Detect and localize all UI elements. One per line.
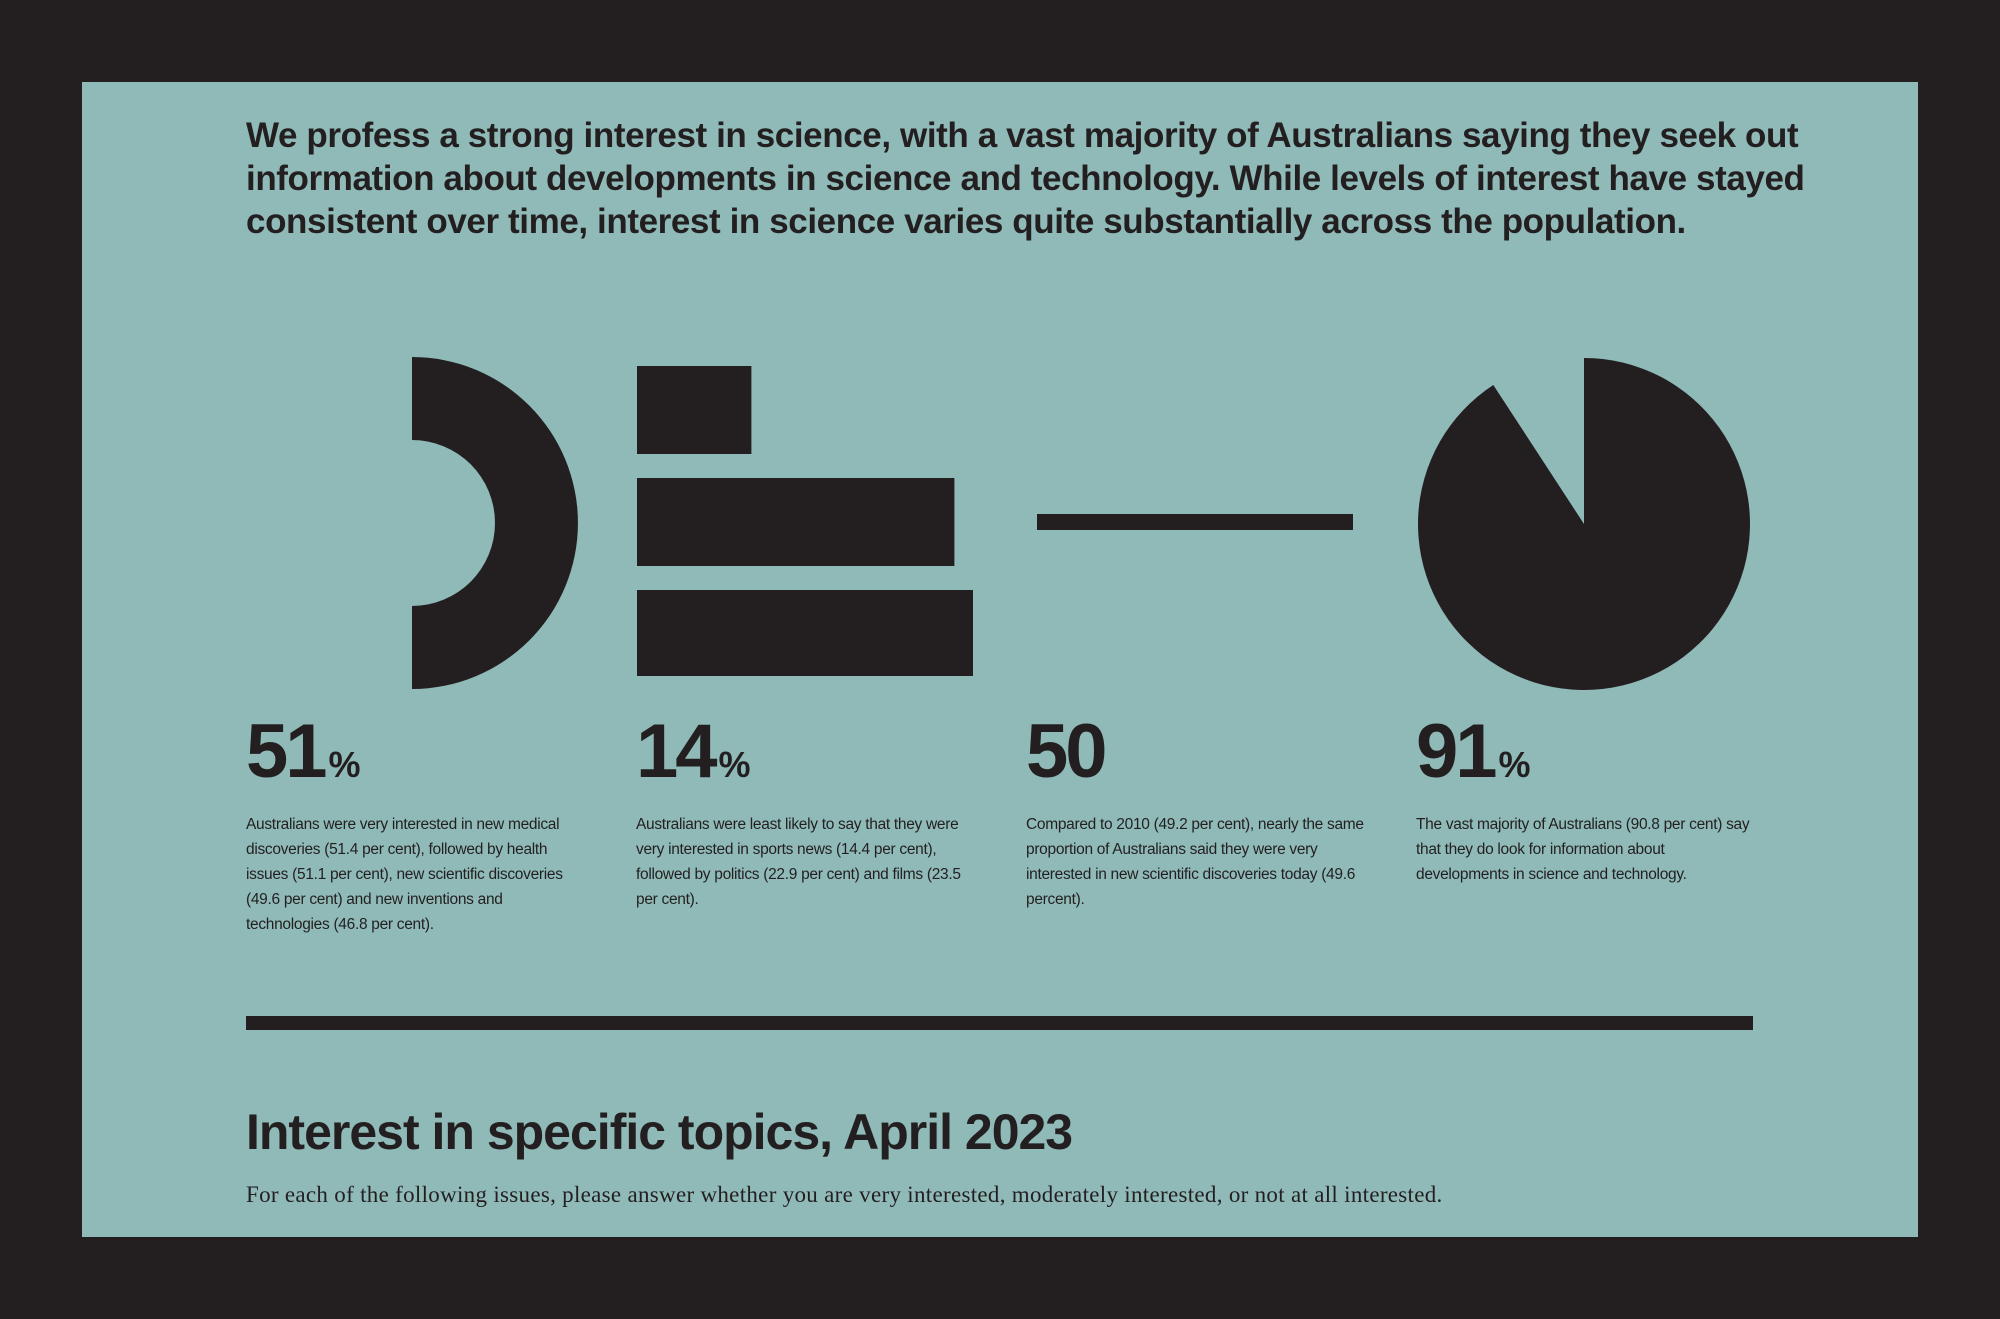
- stat-description-3: Compared to 2010 (49.2 per cent), nearly…: [1026, 816, 1364, 908]
- half-ring-shape: [412, 357, 578, 689]
- bar-films: [637, 590, 973, 676]
- stat-value-2: 14%: [636, 712, 751, 805]
- intro-text: We profess a strong interest in science,…: [246, 116, 1805, 241]
- stat-unit: %: [1498, 744, 1531, 785]
- bar-politics: [637, 478, 955, 566]
- stat-unit: %: [328, 744, 361, 785]
- stat-number: 91: [1416, 709, 1498, 794]
- bars-graphic: [637, 366, 977, 676]
- section-title: Interest in specific topics, April 2023: [246, 1104, 1073, 1160]
- infographic-panel: We profess a strong interest in science,…: [82, 82, 1918, 1237]
- flat-line-graphic: [1037, 514, 1357, 532]
- stat-description-4: The vast majority of Australians (90.8 p…: [1416, 816, 1750, 883]
- bar-sports-news: [637, 366, 752, 454]
- stat-number: 50: [1026, 709, 1108, 794]
- section-divider: [246, 1016, 1753, 1030]
- pie-graphic: [1416, 356, 1752, 692]
- stat-description-2: Australians were least likely to say tha…: [636, 816, 961, 908]
- stat-value-1: 51%: [246, 712, 361, 805]
- pie-slice: [1418, 358, 1751, 690]
- stat-value-3: 50: [1026, 712, 1109, 805]
- flat-line-bar: [1037, 514, 1353, 530]
- half-ring-graphic: [412, 357, 582, 697]
- section-subtitle: For each of the following issues, please…: [246, 1182, 1443, 1207]
- stat-description-1: Australians were very interested in new …: [246, 816, 563, 933]
- stat-unit: %: [718, 744, 751, 785]
- stat-number: 14: [636, 709, 718, 794]
- stat-number: 51: [246, 709, 328, 794]
- stat-value-4: 91%: [1416, 712, 1531, 805]
